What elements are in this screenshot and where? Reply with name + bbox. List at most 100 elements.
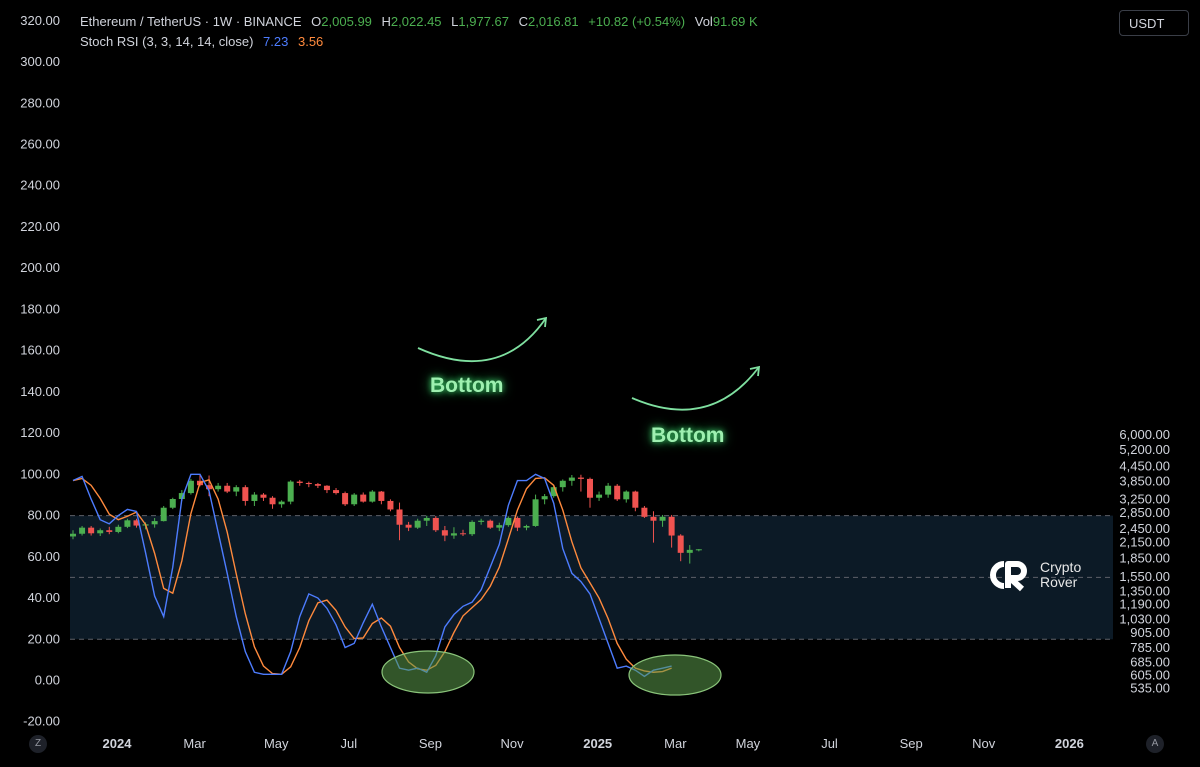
candle	[124, 518, 131, 529]
candle-body	[387, 500, 394, 510]
right-axis-tick: 2,150.00	[1119, 535, 1170, 550]
left-axis-tick: 320.00	[20, 13, 60, 28]
candle	[668, 514, 675, 548]
candle-body	[586, 478, 593, 498]
candle	[614, 484, 621, 501]
watermark-line2: Rover	[1040, 574, 1078, 590]
bottom-annotation-1: Bottom	[430, 374, 504, 397]
candle	[242, 485, 249, 506]
candle	[97, 528, 104, 536]
auto-scale-right-button[interactable]: A	[1146, 735, 1164, 753]
candle-body	[287, 481, 294, 502]
candle-body	[396, 509, 403, 525]
candle	[88, 525, 95, 536]
candle-body	[596, 494, 603, 498]
candle-body	[523, 525, 530, 528]
candle-body	[641, 507, 648, 517]
right-axis: 6,000.005,200.004,450.003,850.00 3,250.00…	[1119, 427, 1170, 695]
candle	[469, 520, 476, 536]
right-axis-tick: 1,550.00	[1119, 569, 1170, 584]
arrow-curve	[631, 366, 760, 411]
candle-body	[614, 485, 621, 500]
time-axis-label: Nov	[501, 736, 525, 751]
candle	[260, 493, 267, 501]
right-axis-tick: 3,850.00	[1119, 474, 1170, 489]
candle-body	[251, 494, 258, 501]
legend-line-price: Ethereum / TetherUS · 1W · BINANCE O2,00…	[80, 14, 758, 29]
candle	[369, 490, 376, 503]
stoch-d-line	[72, 477, 672, 676]
candle	[487, 519, 494, 529]
candle-body	[378, 491, 385, 501]
candle	[423, 515, 430, 526]
left-axis-tick: 80.00	[27, 508, 60, 523]
candle	[115, 524, 122, 534]
legend-line-indicator[interactable]: Stoch RSI (3, 3, 14, 14, close) 7.23 3.5…	[80, 34, 323, 49]
right-axis-tick: 905.00	[1130, 625, 1170, 640]
candle	[133, 518, 140, 528]
candle-body	[559, 480, 566, 488]
candle-body	[668, 516, 675, 536]
candle	[432, 516, 439, 532]
indicator-name: Stoch RSI (3, 3, 14, 14, close)	[80, 34, 254, 49]
candle	[396, 502, 403, 541]
candle-body	[577, 477, 584, 479]
candle	[323, 485, 330, 494]
volume-value: 91.69 K	[712, 14, 758, 29]
candle	[278, 500, 285, 508]
time-axis-label: Jul	[341, 736, 358, 751]
candle-body	[460, 533, 467, 535]
candle-body	[314, 484, 321, 486]
candle	[70, 530, 76, 540]
candle	[79, 525, 86, 536]
candle-body	[115, 526, 122, 532]
stoch-k-line	[72, 473, 672, 678]
auto-scale-left-button[interactable]: Z	[29, 735, 47, 753]
candle	[523, 524, 530, 531]
candle-body	[496, 525, 503, 528]
candle	[695, 549, 702, 552]
time-axis-label: 2024	[103, 736, 133, 751]
candle-body	[224, 485, 231, 492]
time-axis-label: Jul	[821, 736, 838, 751]
left-axis-tick: 240.00	[20, 178, 60, 193]
candle-body	[487, 520, 494, 528]
candle-body	[450, 533, 457, 536]
open-label: O	[311, 14, 322, 29]
left-axis-tick: 160.00	[20, 343, 60, 358]
candle	[514, 516, 521, 532]
candle	[314, 482, 321, 489]
time-axis-label: Mar	[664, 736, 687, 751]
right-axis-tick: 685.00	[1130, 654, 1170, 669]
candle-body	[160, 507, 167, 522]
high-label: H	[381, 14, 391, 29]
candle	[215, 482, 222, 492]
left-axis-tick: -20.00	[23, 714, 60, 729]
candle	[441, 525, 448, 542]
candle-body	[441, 530, 448, 536]
time-axis-label: 2025	[583, 736, 612, 751]
candle-body	[151, 521, 158, 525]
change-value: +10.82 (+0.54%)	[588, 14, 686, 29]
left-axis-tick: 280.00	[20, 95, 60, 110]
overbought-oversold-band	[70, 515, 1113, 640]
currency-button[interactable]: USDT	[1119, 10, 1189, 36]
stoch-k-value: 7.23	[263, 34, 289, 49]
time-axis-label: May	[264, 736, 289, 751]
volume-label: Vol	[694, 14, 713, 29]
candle	[641, 505, 648, 518]
candle	[586, 477, 593, 508]
right-axis-tick: 4,450.00	[1119, 458, 1170, 473]
left-axis-tick: 180.00	[20, 301, 60, 316]
candle	[496, 522, 503, 532]
open-value: 2,005.99	[321, 14, 372, 29]
candle-body	[233, 487, 240, 492]
candle-body	[215, 485, 222, 490]
candle-body	[260, 494, 267, 498]
candle-body	[206, 485, 213, 490]
time-axis-label: May	[736, 736, 761, 751]
time-axis-label: Nov	[972, 736, 996, 751]
right-axis-tick: 785.00	[1130, 640, 1170, 655]
candle	[160, 505, 167, 522]
right-axis-tick: 2,450.00	[1119, 521, 1170, 536]
